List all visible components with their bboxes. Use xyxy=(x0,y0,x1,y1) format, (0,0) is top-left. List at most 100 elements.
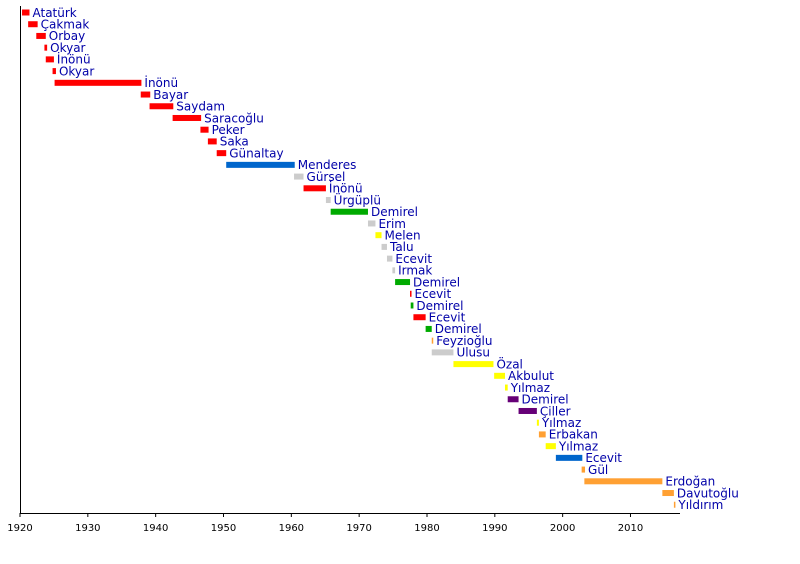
term-label: Erdoğan xyxy=(665,475,715,489)
x-tick-label: 1950 xyxy=(211,523,236,534)
term-bar xyxy=(44,44,48,51)
term-label: Ecevit xyxy=(415,287,452,301)
term-bar xyxy=(325,197,331,204)
x-tick-label: 1920 xyxy=(7,523,32,534)
term-label: Demirel xyxy=(413,275,460,289)
term-bar xyxy=(36,32,46,39)
term-bar xyxy=(226,161,295,168)
term-bar xyxy=(28,21,38,28)
term-bar xyxy=(410,302,414,309)
term-label: Melen xyxy=(385,228,421,242)
term-label: Saka xyxy=(220,135,249,149)
term-label: Gül xyxy=(588,463,608,477)
term-label: Okyar xyxy=(59,64,94,78)
term-label: İnönü xyxy=(144,75,178,90)
term-bar xyxy=(673,501,676,508)
term-label: Orbay xyxy=(49,29,85,43)
term-bar xyxy=(518,407,537,414)
term-bar xyxy=(536,419,539,426)
term-label: Yılmaz xyxy=(541,416,581,430)
term-label: Demirel xyxy=(522,393,569,407)
term-label: Menderes xyxy=(298,158,357,172)
term-bar xyxy=(207,138,217,145)
term-bar xyxy=(494,372,505,379)
term-bar xyxy=(425,325,432,332)
term-label: Okyar xyxy=(50,41,85,55)
term-bar xyxy=(386,255,393,262)
term-label: Akbulut xyxy=(508,369,554,383)
term-bar xyxy=(453,361,494,368)
term-label: Ecevit xyxy=(395,252,432,266)
term-bar xyxy=(504,384,508,391)
term-label: Erbakan xyxy=(549,428,598,442)
term-bar xyxy=(431,337,434,344)
term-bar xyxy=(294,173,304,180)
term-label: Talu xyxy=(389,240,414,254)
term-label: Demirel xyxy=(435,322,482,336)
term-bar xyxy=(662,490,674,497)
term-label: Demirel xyxy=(416,299,463,313)
term-bar xyxy=(431,349,454,356)
term-bar xyxy=(413,314,426,321)
term-label: Ecevit xyxy=(585,451,622,465)
term-bar xyxy=(54,79,142,86)
term-bar xyxy=(45,56,54,63)
term-label: Günaltay xyxy=(229,146,283,160)
term-bar xyxy=(410,290,412,297)
term-label: Gürsel xyxy=(307,170,346,184)
term-label: Çiller xyxy=(540,404,571,418)
x-tick-label: 1970 xyxy=(346,523,371,534)
term-label: Saydam xyxy=(176,100,225,114)
term-label: Ecevit xyxy=(429,311,466,325)
term-label: Çakmak xyxy=(41,18,90,32)
term-label: Yılmaz xyxy=(558,439,598,453)
term-bar xyxy=(555,454,583,461)
term-label: Bayar xyxy=(153,88,188,102)
term-label: Davutoğlu xyxy=(677,486,739,500)
term-bar xyxy=(22,9,30,16)
term-bar xyxy=(392,267,396,274)
term-label: İnönü xyxy=(329,181,363,196)
term-label: Erim xyxy=(378,217,406,231)
term-label: Irmak xyxy=(398,264,432,278)
term-bar xyxy=(140,91,151,98)
term-label: Saracoğlu xyxy=(204,111,264,125)
term-bar xyxy=(381,243,387,250)
term-label: Yıldırım xyxy=(677,498,723,512)
x-tick-label: 1960 xyxy=(279,523,304,534)
term-label: Peker xyxy=(212,123,245,137)
term-bar xyxy=(200,126,209,133)
term-label: Ulusu xyxy=(456,346,490,360)
term-label: Özal xyxy=(496,355,522,371)
term-label: Yılmaz xyxy=(510,381,550,395)
term-bar xyxy=(149,103,174,110)
term-bar xyxy=(172,114,202,121)
term-label: Feyzioğlu xyxy=(436,334,492,348)
term-bar xyxy=(330,208,368,215)
term-label: Demirel xyxy=(371,205,418,219)
term-bar xyxy=(375,232,382,239)
term-bar xyxy=(507,396,519,403)
term-bar xyxy=(538,431,546,438)
term-bar xyxy=(395,279,411,286)
term-label: Ürgüplü xyxy=(334,191,381,207)
term-label: Atatürk xyxy=(33,6,77,20)
term-bar xyxy=(584,478,663,485)
axis-layer: 1920 1930 1940 1950 1960 1970 1980 1990 2000 2010 xyxy=(7,6,680,534)
term-bar xyxy=(545,443,556,450)
x-tick-label: 1990 xyxy=(482,523,507,534)
term-bar xyxy=(581,466,586,473)
bars-layer xyxy=(22,9,676,508)
labels-layer: AtatürkÇakmakOrbayOkyarİnönüOkyarİnönüBa… xyxy=(33,6,739,512)
x-tick-label: 2010 xyxy=(618,523,643,534)
term-bar xyxy=(216,150,227,157)
term-bar xyxy=(52,68,56,75)
x-tick-label: 2000 xyxy=(550,523,575,534)
term-bar xyxy=(367,220,376,227)
x-tick-label: 1930 xyxy=(75,523,100,534)
term-bar xyxy=(303,185,326,192)
x-tick-label: 1940 xyxy=(143,523,168,534)
x-tick-label: 1980 xyxy=(414,523,439,534)
term-label: İnönü xyxy=(57,52,91,67)
